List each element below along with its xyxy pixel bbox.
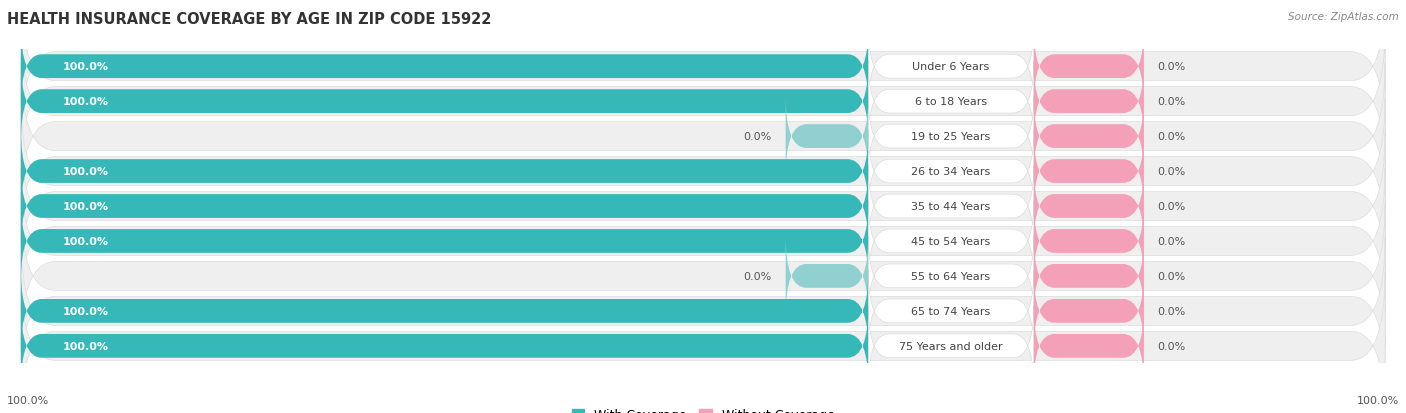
Text: 35 to 44 Years: 35 to 44 Years: [911, 202, 991, 211]
FancyBboxPatch shape: [786, 236, 869, 317]
FancyBboxPatch shape: [21, 166, 869, 247]
FancyBboxPatch shape: [21, 238, 1385, 384]
FancyBboxPatch shape: [869, 131, 1033, 212]
FancyBboxPatch shape: [869, 166, 1033, 247]
Text: 0.0%: 0.0%: [744, 271, 772, 281]
Text: 0.0%: 0.0%: [1157, 166, 1185, 177]
Text: 6 to 18 Years: 6 to 18 Years: [915, 97, 987, 107]
FancyBboxPatch shape: [21, 201, 869, 282]
FancyBboxPatch shape: [21, 0, 1385, 140]
FancyBboxPatch shape: [786, 96, 869, 177]
Text: 100.0%: 100.0%: [62, 62, 108, 72]
Text: 19 to 25 Years: 19 to 25 Years: [911, 132, 991, 142]
FancyBboxPatch shape: [21, 29, 1385, 175]
Text: 100.0%: 100.0%: [62, 202, 108, 211]
FancyBboxPatch shape: [869, 236, 1033, 317]
FancyBboxPatch shape: [21, 131, 869, 212]
Text: 26 to 34 Years: 26 to 34 Years: [911, 166, 991, 177]
Text: 0.0%: 0.0%: [1157, 236, 1185, 247]
Text: 45 to 54 Years: 45 to 54 Years: [911, 236, 991, 247]
Text: 55 to 64 Years: 55 to 64 Years: [911, 271, 991, 281]
FancyBboxPatch shape: [21, 169, 1385, 314]
FancyBboxPatch shape: [869, 62, 1033, 142]
FancyBboxPatch shape: [21, 99, 1385, 244]
Legend: With Coverage, Without Coverage: With Coverage, Without Coverage: [567, 404, 839, 413]
FancyBboxPatch shape: [1033, 131, 1144, 212]
Text: 100.0%: 100.0%: [62, 341, 108, 351]
FancyBboxPatch shape: [869, 26, 1033, 107]
Text: 100.0%: 100.0%: [62, 236, 108, 247]
FancyBboxPatch shape: [1033, 201, 1144, 282]
FancyBboxPatch shape: [21, 134, 1385, 279]
Text: 0.0%: 0.0%: [744, 132, 772, 142]
Text: 100.0%: 100.0%: [62, 306, 108, 316]
FancyBboxPatch shape: [21, 64, 1385, 209]
FancyBboxPatch shape: [1033, 26, 1144, 107]
FancyBboxPatch shape: [21, 62, 869, 142]
Text: HEALTH INSURANCE COVERAGE BY AGE IN ZIP CODE 15922: HEALTH INSURANCE COVERAGE BY AGE IN ZIP …: [7, 12, 492, 27]
FancyBboxPatch shape: [21, 273, 1385, 413]
Text: 0.0%: 0.0%: [1157, 97, 1185, 107]
FancyBboxPatch shape: [21, 306, 869, 387]
FancyBboxPatch shape: [21, 204, 1385, 349]
FancyBboxPatch shape: [1033, 62, 1144, 142]
Text: 75 Years and older: 75 Years and older: [900, 341, 1002, 351]
Text: 65 to 74 Years: 65 to 74 Years: [911, 306, 991, 316]
Text: 100.0%: 100.0%: [1357, 395, 1399, 405]
FancyBboxPatch shape: [1033, 306, 1144, 387]
FancyBboxPatch shape: [21, 26, 869, 107]
FancyBboxPatch shape: [21, 271, 869, 351]
Text: 0.0%: 0.0%: [1157, 271, 1185, 281]
FancyBboxPatch shape: [869, 271, 1033, 351]
Text: 100.0%: 100.0%: [62, 166, 108, 177]
Text: 0.0%: 0.0%: [1157, 132, 1185, 142]
FancyBboxPatch shape: [869, 201, 1033, 282]
Text: 100.0%: 100.0%: [62, 97, 108, 107]
Text: 0.0%: 0.0%: [1157, 341, 1185, 351]
FancyBboxPatch shape: [869, 96, 1033, 177]
Text: Under 6 Years: Under 6 Years: [912, 62, 990, 72]
FancyBboxPatch shape: [1033, 271, 1144, 351]
FancyBboxPatch shape: [1033, 166, 1144, 247]
FancyBboxPatch shape: [1033, 236, 1144, 317]
Text: 100.0%: 100.0%: [7, 395, 49, 405]
Text: 0.0%: 0.0%: [1157, 62, 1185, 72]
Text: Source: ZipAtlas.com: Source: ZipAtlas.com: [1288, 12, 1399, 22]
FancyBboxPatch shape: [1033, 96, 1144, 177]
Text: 0.0%: 0.0%: [1157, 202, 1185, 211]
Text: 0.0%: 0.0%: [1157, 306, 1185, 316]
FancyBboxPatch shape: [869, 306, 1033, 387]
